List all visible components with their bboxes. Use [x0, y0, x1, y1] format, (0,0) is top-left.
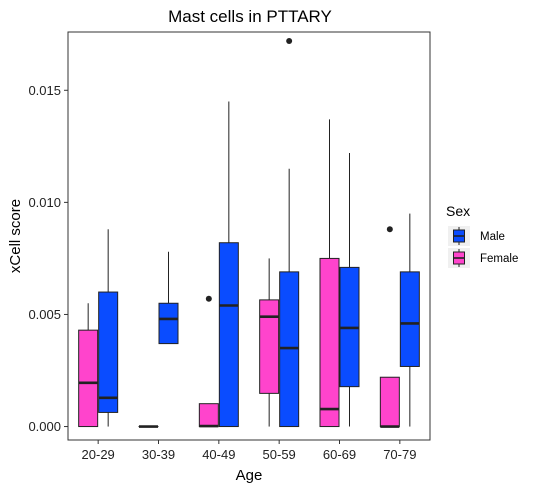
y-tick-label: 0.010 [28, 195, 61, 210]
box-iqr [319, 257, 340, 428]
legend-item-male: Male [448, 226, 505, 246]
x-tick-label: 40-49 [202, 447, 235, 462]
x-tick-label: 70-79 [383, 447, 416, 462]
box-female-60-69 [319, 119, 340, 428]
y-tick-label: 0.005 [28, 307, 61, 322]
box-iqr [198, 403, 219, 428]
y-tick-label: 0.000 [28, 419, 61, 434]
box-iqr [78, 329, 99, 428]
legend-label: Male [480, 231, 505, 243]
outlier-point [386, 226, 393, 233]
plot-panel [67, 31, 431, 441]
legend: Sex Male Female [446, 203, 518, 268]
box-female-20-29 [78, 303, 99, 428]
box-series [78, 37, 420, 428]
legend-label: Female [480, 253, 518, 265]
box-iqr [399, 271, 420, 367]
box-male-70-79 [399, 213, 420, 427]
legend-title: Sex [446, 203, 470, 219]
y-tick-label: 0.015 [28, 83, 61, 98]
box-iqr [158, 302, 179, 345]
box-male-20-29 [98, 229, 119, 427]
box-male-60-69 [339, 153, 360, 427]
x-tick-label: 30-39 [142, 447, 175, 462]
legend-item-female: Female [448, 248, 518, 268]
y-axis: 0.000 0.005 0.010 0.015 [28, 83, 68, 434]
x-tick-label: 60-69 [323, 447, 356, 462]
x-axis-title: Age [236, 467, 263, 484]
box-male-40-49 [218, 101, 239, 428]
x-tick-label: 20-29 [82, 447, 115, 462]
box-iqr [259, 299, 280, 394]
box-iqr [218, 242, 239, 428]
x-tick-label: 50-59 [263, 447, 296, 462]
outlier-point [286, 37, 293, 44]
chart-title: Mast cells in PTTARY [168, 7, 332, 26]
box-iqr [379, 376, 400, 428]
box-female-70-79 [379, 226, 400, 428]
y-axis-title: xCell score [7, 199, 24, 273]
box-female-50-59 [259, 258, 280, 427]
box-male-30-39 [158, 251, 179, 345]
box-male-50-59 [279, 37, 300, 428]
outlier-point [205, 295, 212, 302]
box-female-40-49 [198, 295, 219, 428]
box-iqr [98, 291, 119, 413]
x-axis: 20-29 30-39 40-49 50-59 60-69 70-79 [82, 440, 416, 462]
